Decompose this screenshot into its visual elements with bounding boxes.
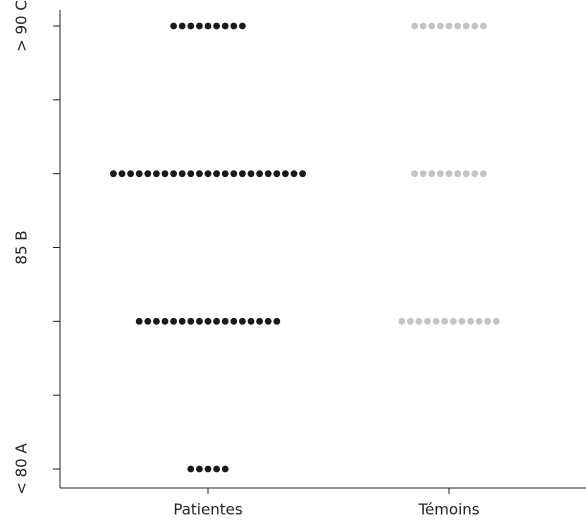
dot xyxy=(428,22,436,30)
dot xyxy=(458,317,466,325)
x-tick-label: Patientes xyxy=(173,501,242,519)
dot xyxy=(153,317,160,325)
dot xyxy=(178,170,186,178)
dot xyxy=(419,170,427,178)
dot xyxy=(437,170,444,178)
dot xyxy=(256,170,263,178)
dot xyxy=(264,317,272,325)
dot xyxy=(480,170,487,178)
dot xyxy=(213,317,221,325)
dot xyxy=(196,22,203,30)
dot xyxy=(239,317,246,325)
dot xyxy=(196,317,203,325)
dot xyxy=(187,317,195,325)
dot xyxy=(424,317,431,325)
dot xyxy=(406,317,414,325)
dot xyxy=(161,170,169,178)
dot xyxy=(221,317,229,325)
dot xyxy=(213,170,221,178)
dot xyxy=(170,317,178,325)
dot xyxy=(462,170,470,178)
dot xyxy=(467,317,474,325)
dot xyxy=(256,317,263,325)
dot xyxy=(428,170,436,178)
dot xyxy=(445,170,453,178)
dot xyxy=(299,170,306,178)
dot xyxy=(445,22,453,30)
dot xyxy=(221,465,229,473)
dot xyxy=(471,22,479,30)
dot xyxy=(153,170,160,178)
dot xyxy=(187,170,195,178)
dot xyxy=(213,465,221,473)
dot xyxy=(492,317,500,325)
dot xyxy=(170,22,178,30)
dot xyxy=(187,465,195,473)
dot xyxy=(462,22,470,30)
dot xyxy=(221,170,229,178)
dot xyxy=(230,22,238,30)
dot xyxy=(437,22,444,30)
dot xyxy=(170,170,178,178)
dot xyxy=(282,170,289,178)
dot xyxy=(441,317,449,325)
dot xyxy=(161,317,169,325)
dot xyxy=(204,465,212,473)
dot xyxy=(118,170,126,178)
dot xyxy=(239,22,246,30)
dot xyxy=(127,170,134,178)
dot xyxy=(221,22,229,30)
dot xyxy=(264,170,272,178)
y-tick-label: < 80 A xyxy=(13,443,31,495)
dot xyxy=(230,170,238,178)
dot xyxy=(196,465,203,473)
dot xyxy=(239,170,246,178)
dot xyxy=(110,170,117,178)
dot xyxy=(290,170,298,178)
dot xyxy=(419,22,427,30)
dot xyxy=(204,170,212,178)
dot xyxy=(247,317,255,325)
dot xyxy=(187,22,195,30)
dot xyxy=(398,317,406,325)
dot xyxy=(178,317,186,325)
dot xyxy=(247,170,255,178)
dot xyxy=(449,317,457,325)
dot xyxy=(411,22,418,30)
dot xyxy=(204,22,212,30)
dot xyxy=(273,170,281,178)
dot xyxy=(415,317,423,325)
dot xyxy=(454,170,461,178)
y-tick-label: 85 B xyxy=(13,230,31,264)
dot xyxy=(230,317,238,325)
dot xyxy=(454,22,461,30)
dot xyxy=(475,317,483,325)
dot xyxy=(484,317,492,325)
dot xyxy=(196,170,203,178)
dot xyxy=(480,22,487,30)
dot xyxy=(204,317,212,325)
x-tick-label: Témoins xyxy=(417,501,479,519)
dot xyxy=(144,317,152,325)
dot xyxy=(411,170,418,178)
dot xyxy=(144,170,152,178)
dot xyxy=(273,317,281,325)
dot xyxy=(432,317,440,325)
y-tick-label: > 90 C xyxy=(13,0,31,52)
dot xyxy=(135,170,143,178)
dot xyxy=(135,317,143,325)
dot xyxy=(471,170,479,178)
dot xyxy=(178,22,186,30)
dot xyxy=(213,22,221,30)
